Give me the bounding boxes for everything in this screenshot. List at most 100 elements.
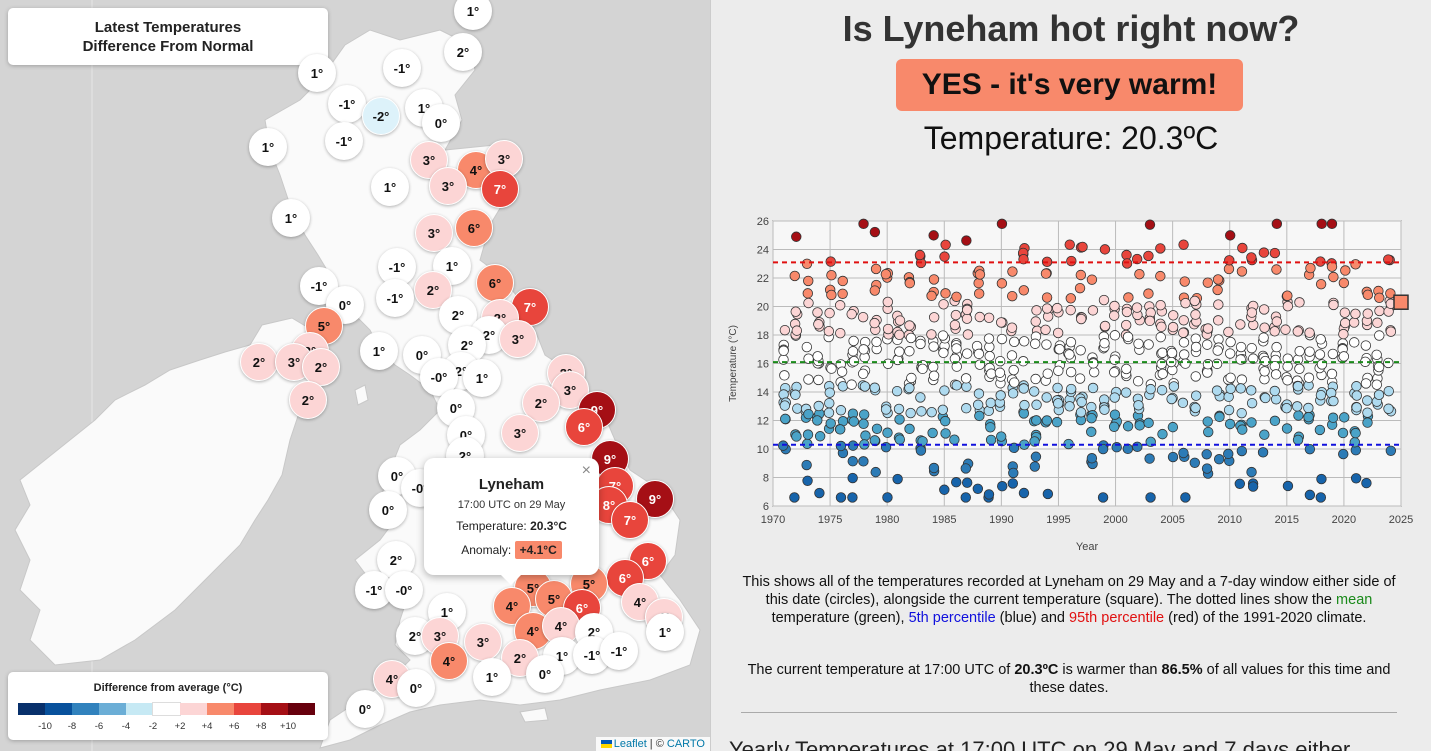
temperature-scatter-chart: 6 8 10 12 14 16 18 20 22 24 26 1970 1975 1980 1985 1990…: [728, 216, 1413, 553]
popup-time: 17:00 UTC on 29 May: [457, 499, 566, 511]
observation-point: [1040, 324, 1051, 335]
observation-point: [1294, 345, 1305, 357]
observation-point: [1028, 386, 1040, 397]
observation-point: [1304, 443, 1316, 455]
observation-point: [915, 445, 927, 456]
map-pane[interactable]: Latest Temperatures Difference From Norm…: [0, 0, 710, 751]
observation-point: [1109, 409, 1121, 420]
observation-point: [949, 434, 960, 445]
station-marker[interactable]: 3°: [415, 214, 453, 252]
observation-point: [1007, 478, 1019, 489]
popup-station-name: Lyneham: [478, 476, 545, 493]
leaflet-link[interactable]: Leaflet: [613, 738, 647, 750]
observation-point: [1257, 447, 1269, 458]
station-marker[interactable]: 3°: [501, 414, 539, 452]
observation-point: [1064, 239, 1075, 250]
ukraine-flag-icon: [600, 740, 612, 749]
station-marker[interactable]: 7°: [481, 170, 519, 208]
station-marker[interactable]: -1°: [378, 248, 416, 286]
station-marker[interactable]: -1°: [328, 85, 366, 123]
station-marker[interactable]: 0°: [346, 690, 384, 728]
observation-point: [1248, 353, 1259, 364]
x-tick-label: 1995: [1046, 514, 1070, 526]
y-tick-label: 12: [757, 416, 769, 428]
station-marker[interactable]: 6°: [455, 209, 493, 247]
observation-point: [1237, 424, 1248, 435]
station-marker[interactable]: 0°: [369, 491, 407, 529]
station-marker[interactable]: 2°: [240, 343, 278, 381]
station-marker[interactable]: -0°: [385, 571, 423, 609]
observation-point: [1053, 365, 1064, 376]
observation-point: [814, 431, 826, 442]
observation-point: [1271, 218, 1283, 230]
observation-point: [1157, 368, 1168, 380]
observation-point: [791, 325, 803, 336]
station-marker[interactable]: 1°: [454, 0, 492, 30]
observation-point: [869, 382, 880, 393]
station-marker[interactable]: -1°: [600, 632, 638, 670]
station-marker[interactable]: 0°: [526, 655, 564, 693]
observation-point: [1235, 341, 1247, 353]
observation-point: [1213, 315, 1224, 326]
observation-point: [1374, 292, 1385, 303]
desc-p95: 95th percentile: [1069, 610, 1165, 626]
observation-point: [869, 285, 880, 296]
station-marker[interactable]: -1°: [376, 279, 414, 317]
y-axis-label: Temperature (°C): [728, 325, 739, 402]
station-marker[interactable]: 2°: [522, 384, 560, 422]
station-marker[interactable]: 6°: [565, 408, 603, 446]
observation-point: [1122, 421, 1134, 432]
observation-point: [985, 397, 996, 409]
station-marker[interactable]: -1°: [383, 49, 421, 87]
station-marker[interactable]: -1°: [325, 122, 363, 160]
observation-point: [803, 275, 814, 287]
station-marker[interactable]: 1°: [473, 658, 511, 696]
popup-close-button[interactable]: ×: [581, 462, 591, 479]
station-marker[interactable]: 1°: [272, 199, 310, 237]
station-marker[interactable]: 1°: [371, 168, 409, 206]
observation-point: [1065, 366, 1077, 378]
observation-point: [1292, 326, 1303, 337]
observation-point: [1258, 332, 1269, 343]
station-marker[interactable]: 1°: [463, 359, 501, 397]
station-marker[interactable]: 6°: [476, 264, 514, 302]
station-marker[interactable]: 2°: [289, 381, 327, 419]
station-marker[interactable]: -2°: [362, 97, 400, 135]
observation-point: [1349, 337, 1360, 348]
observation-point: [1041, 339, 1052, 350]
station-marker[interactable]: 3°: [499, 320, 537, 358]
observation-point: [1189, 457, 1200, 468]
station-marker[interactable]: 7°: [611, 501, 649, 539]
observation-point: [1203, 426, 1214, 438]
map-title: Latest Temperatures Difference From Norm…: [8, 8, 328, 65]
observation-point: [1008, 467, 1019, 479]
observation-point: [1144, 219, 1156, 230]
observation-point: [1155, 243, 1166, 254]
station-marker[interactable]: 1°: [646, 613, 684, 651]
observation-point: [1190, 309, 1201, 320]
observation-point: [1328, 299, 1339, 311]
station-marker[interactable]: 3°: [464, 623, 502, 661]
observation-point: [983, 333, 995, 344]
observation-point: [1120, 319, 1132, 331]
station-marker[interactable]: 0°: [326, 286, 364, 324]
observation-point: [1316, 473, 1327, 485]
carto-link[interactable]: CARTO: [666, 738, 705, 750]
station-marker[interactable]: 2°: [444, 33, 482, 71]
station-marker[interactable]: 3°: [429, 167, 467, 205]
observation-point: [950, 309, 962, 321]
observation-point: [1338, 351, 1350, 362]
observation-point: [1225, 372, 1236, 383]
station-marker[interactable]: 4°: [430, 642, 468, 680]
observation-point: [1133, 338, 1144, 349]
observation-point: [1086, 453, 1098, 464]
observation-point: [1157, 428, 1168, 440]
station-marker[interactable]: 1°: [249, 128, 287, 166]
station-marker[interactable]: 1°: [360, 332, 398, 370]
station-marker[interactable]: 1°: [433, 247, 471, 285]
station-marker[interactable]: 0°: [397, 669, 435, 707]
station-marker[interactable]: 0°: [422, 104, 460, 142]
observation-point: [869, 226, 881, 238]
station-marker[interactable]: 1°: [298, 54, 336, 92]
observation-point: [812, 415, 823, 426]
